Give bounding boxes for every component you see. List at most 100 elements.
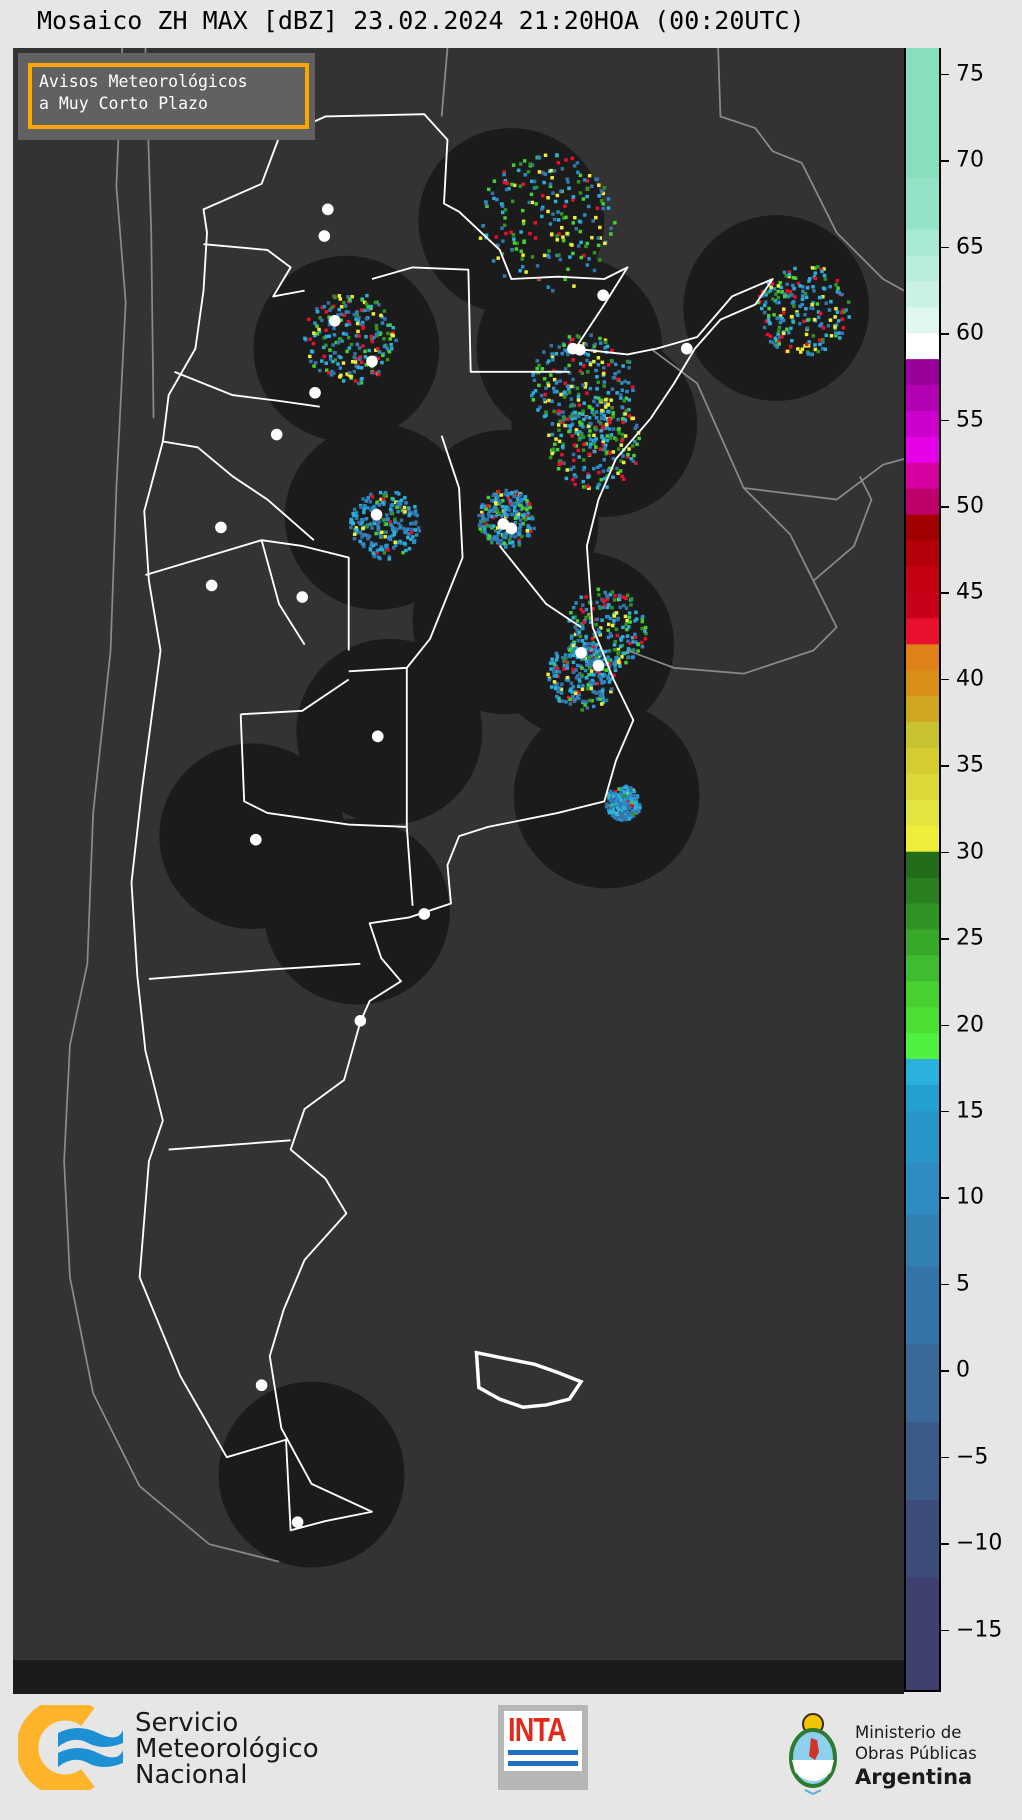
echo-pixel — [560, 682, 564, 686]
echo-pixel — [616, 795, 621, 799]
echo-pixel — [404, 501, 408, 505]
echo-pixel — [575, 334, 580, 338]
echo-pixel — [555, 447, 560, 452]
echo-pixel — [621, 625, 625, 630]
radar-coverage-circle — [263, 818, 450, 1005]
echo-pixel — [591, 704, 596, 709]
echo-pixel — [498, 500, 503, 505]
echo-pixel — [392, 530, 396, 534]
echo-pixel — [627, 447, 631, 451]
echo-pixel — [363, 503, 367, 508]
echo-pixel — [561, 410, 565, 414]
echo-pixel — [614, 438, 619, 442]
echo-pixel — [604, 405, 608, 409]
echo-pixel — [630, 804, 634, 808]
echo-pixel — [840, 331, 845, 336]
echo-pixel — [480, 529, 484, 533]
echo-pixel — [592, 649, 597, 653]
echo-pixel — [621, 635, 625, 639]
echo-pixel — [477, 523, 482, 527]
echo-pixel — [313, 321, 317, 325]
echo-pixel — [478, 236, 483, 240]
echo-pixel — [400, 508, 405, 513]
echo-pixel — [566, 424, 571, 428]
echo-pixel — [611, 456, 616, 461]
echo-pixel — [602, 372, 606, 376]
echo-pixel — [604, 422, 609, 427]
echo-pixel — [633, 426, 637, 430]
echo-pixel — [492, 507, 496, 511]
echo-pixel — [318, 316, 322, 320]
colorbar-tick — [939, 1370, 949, 1372]
echo-pixel — [550, 176, 554, 180]
echo-pixel — [619, 638, 623, 642]
echo-pixel — [509, 512, 514, 516]
echo-pixel — [837, 290, 841, 295]
ministerio-line-3: Argentina — [855, 1765, 973, 1789]
echo-pixel — [407, 509, 411, 513]
colorbar-tick — [939, 851, 949, 854]
echo-pixel — [580, 673, 584, 678]
echo-pixel — [494, 498, 499, 503]
echo-pixel — [833, 315, 837, 319]
echo-pixel — [369, 542, 374, 547]
echo-pixel — [571, 685, 575, 689]
echo-pixel — [577, 411, 582, 416]
echo-pixel — [572, 284, 576, 288]
echo-pixel — [621, 454, 625, 458]
echo-pixel — [521, 265, 525, 269]
echo-pixel — [775, 300, 779, 305]
echo-pixel — [531, 371, 536, 375]
echo-pixel — [365, 533, 370, 538]
echo-pixel — [506, 496, 511, 501]
echo-pixel — [511, 233, 516, 237]
echo-pixel — [581, 412, 585, 416]
colorbar-band — [906, 1033, 939, 1060]
echo-pixel — [588, 659, 593, 663]
echo-pixel — [333, 350, 337, 355]
echo-pixel — [611, 450, 616, 454]
radar-site-marker — [309, 386, 321, 399]
echo-pixel — [531, 373, 535, 377]
echo-pixel — [801, 285, 805, 289]
colorbar-band — [906, 540, 939, 568]
echo-pixel — [354, 516, 359, 521]
echo-pixel — [361, 324, 365, 329]
echo-pixel — [570, 690, 574, 694]
echo-pixel — [381, 517, 386, 522]
echo-pixel — [829, 299, 833, 304]
echo-pixel — [386, 331, 390, 336]
echo-pixel — [619, 459, 623, 463]
echo-pixel — [577, 630, 581, 634]
echo-pixel — [559, 691, 564, 695]
echo-pixel — [550, 657, 554, 661]
echo-pixel — [487, 514, 492, 518]
colorbar-band — [906, 1422, 939, 1501]
echo-pixel — [500, 514, 504, 518]
echo-pixel — [632, 806, 637, 811]
colorbar-tick-label: 70 — [956, 147, 984, 173]
echo-pixel — [493, 536, 497, 540]
echo-pixel — [382, 493, 387, 498]
echo-pixel — [766, 290, 770, 294]
echo-pixel — [517, 538, 521, 543]
colorbar-band — [906, 177, 939, 230]
echo-pixel — [605, 598, 609, 602]
echo-pixel — [589, 654, 593, 658]
echo-pixel — [585, 415, 589, 420]
echo-pixel — [640, 626, 644, 631]
colorbar-tick-label: 75 — [956, 61, 984, 87]
echo-pixel — [503, 178, 508, 183]
echo-pixel — [583, 703, 587, 707]
echo-pixel — [377, 520, 381, 524]
echo-pixel — [526, 531, 530, 536]
echo-pixel — [559, 687, 564, 691]
echo-pixel — [625, 807, 630, 811]
echo-pixel — [509, 534, 513, 538]
map-title: Mosaico ZH MAX [dBZ] 23.02.2024 21:20HOA… — [37, 6, 805, 35]
echo-pixel — [577, 678, 582, 682]
echo-pixel — [552, 666, 557, 671]
echo-pixel — [600, 702, 604, 706]
echo-pixel — [315, 332, 320, 336]
echo-pixel — [611, 805, 615, 809]
